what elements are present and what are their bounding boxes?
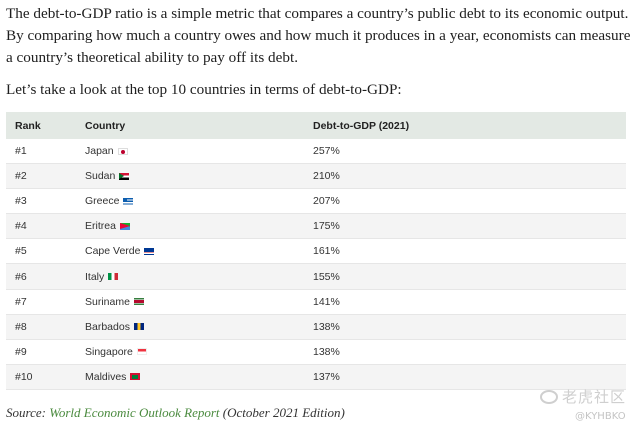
table-row: #3 Greece 207% [6,189,626,215]
rank-cell: #8 [15,320,27,333]
suriname-flag-icon [133,298,144,306]
value-cell: 257% [313,145,340,158]
value-cell: 161% [313,245,340,258]
country-cell: Eritrea [85,220,313,232]
barbados-flag-icon [133,323,144,331]
header-rank: Rank [15,119,41,132]
source-prefix: Source: [6,405,46,420]
table-header-row: Rank Country Debt-to-GDP (2021) [6,112,626,139]
rank-cell: #3 [15,195,27,208]
rank-cell: #6 [15,270,27,283]
value-cell: 210% [313,170,340,183]
cape-verde-flag-icon [144,247,155,255]
table-row: #6 Italy 155% [6,264,626,290]
rank-cell: #5 [15,245,27,258]
value-cell: 138% [313,345,340,358]
country-cell: Maldives [85,371,313,383]
country-cell: Japan [85,145,313,157]
italy-flag-icon [108,273,119,281]
table-row: #9 Singapore 138% [6,340,626,365]
value-cell: 175% [313,220,340,233]
watermark-handle: @KYHBKO [575,411,626,422]
debt-to-gdp-table: Rank Country Debt-to-GDP (2021) #1 Japan… [6,112,626,390]
country-cell: Barbados [85,321,313,333]
country-cell: Sudan [85,170,313,182]
value-cell: 137% [313,370,340,383]
source-line: Source: World Economic Outlook Report (O… [6,405,345,421]
country-cell: Cape Verde [85,245,313,257]
value-cell: 138% [313,320,340,333]
rank-cell: #2 [15,170,27,183]
watermark-text: 老虎社区 [562,388,627,406]
rank-cell: #10 [15,370,33,383]
country-name: Japan [85,145,114,158]
country-name: Barbados [85,320,130,333]
table-row: #7 Suriname 141% [6,290,626,315]
country-cell: Suriname [85,296,313,308]
country-name: Greece [85,195,120,208]
country-name: Cape Verde [85,245,141,258]
header-country: Country [85,119,126,132]
table-row: #4 Eritrea 175% [6,214,626,240]
rank-cell: #7 [15,295,27,308]
country-name: Singapore [85,345,133,358]
value-cell: 207% [313,195,340,208]
country-name: Maldives [85,370,127,383]
value-cell: 155% [313,270,340,283]
table-row: #10 Maldives 137% [6,364,626,390]
country-cell: Greece [85,195,313,207]
eritrea-flag-icon [119,222,130,230]
tiger-logo-icon [540,389,558,404]
country-cell: Singapore [85,346,313,358]
intro-paragraph: The debt-to-GDP ratio is a simple metric… [6,5,631,66]
source-suffix: (October 2021 Edition) [222,405,345,420]
lead-paragraph: Let’s take a look at the top 10 countrie… [6,81,402,98]
value-cell: 141% [313,295,340,308]
header-debt-to-gdp: Debt-to-GDP (2021) [313,119,410,132]
table-row: #5 Cape Verde 161% [6,239,626,265]
table-row: #2 Sudan 210% [6,164,626,190]
table-row: #1 Japan 257% [6,139,626,165]
source-link[interactable]: World Economic Outlook Report [49,405,220,420]
country-name: Eritrea [85,220,116,233]
sudan-flag-icon [119,172,130,180]
greece-flag-icon [123,197,134,205]
country-name: Sudan [85,170,116,183]
maldives-flag-icon [130,373,141,381]
singapore-flag-icon [136,348,147,356]
country-name: Suriname [85,295,130,308]
watermark-logo: 老虎社区 [540,386,626,407]
table-row: #8 Barbados 138% [6,314,626,340]
country-cell: Italy [85,271,313,283]
rank-cell: #9 [15,345,27,358]
rank-cell: #4 [15,220,27,233]
japan-flag-icon [117,147,128,155]
rank-cell: #1 [15,145,27,158]
country-name: Italy [85,270,105,283]
